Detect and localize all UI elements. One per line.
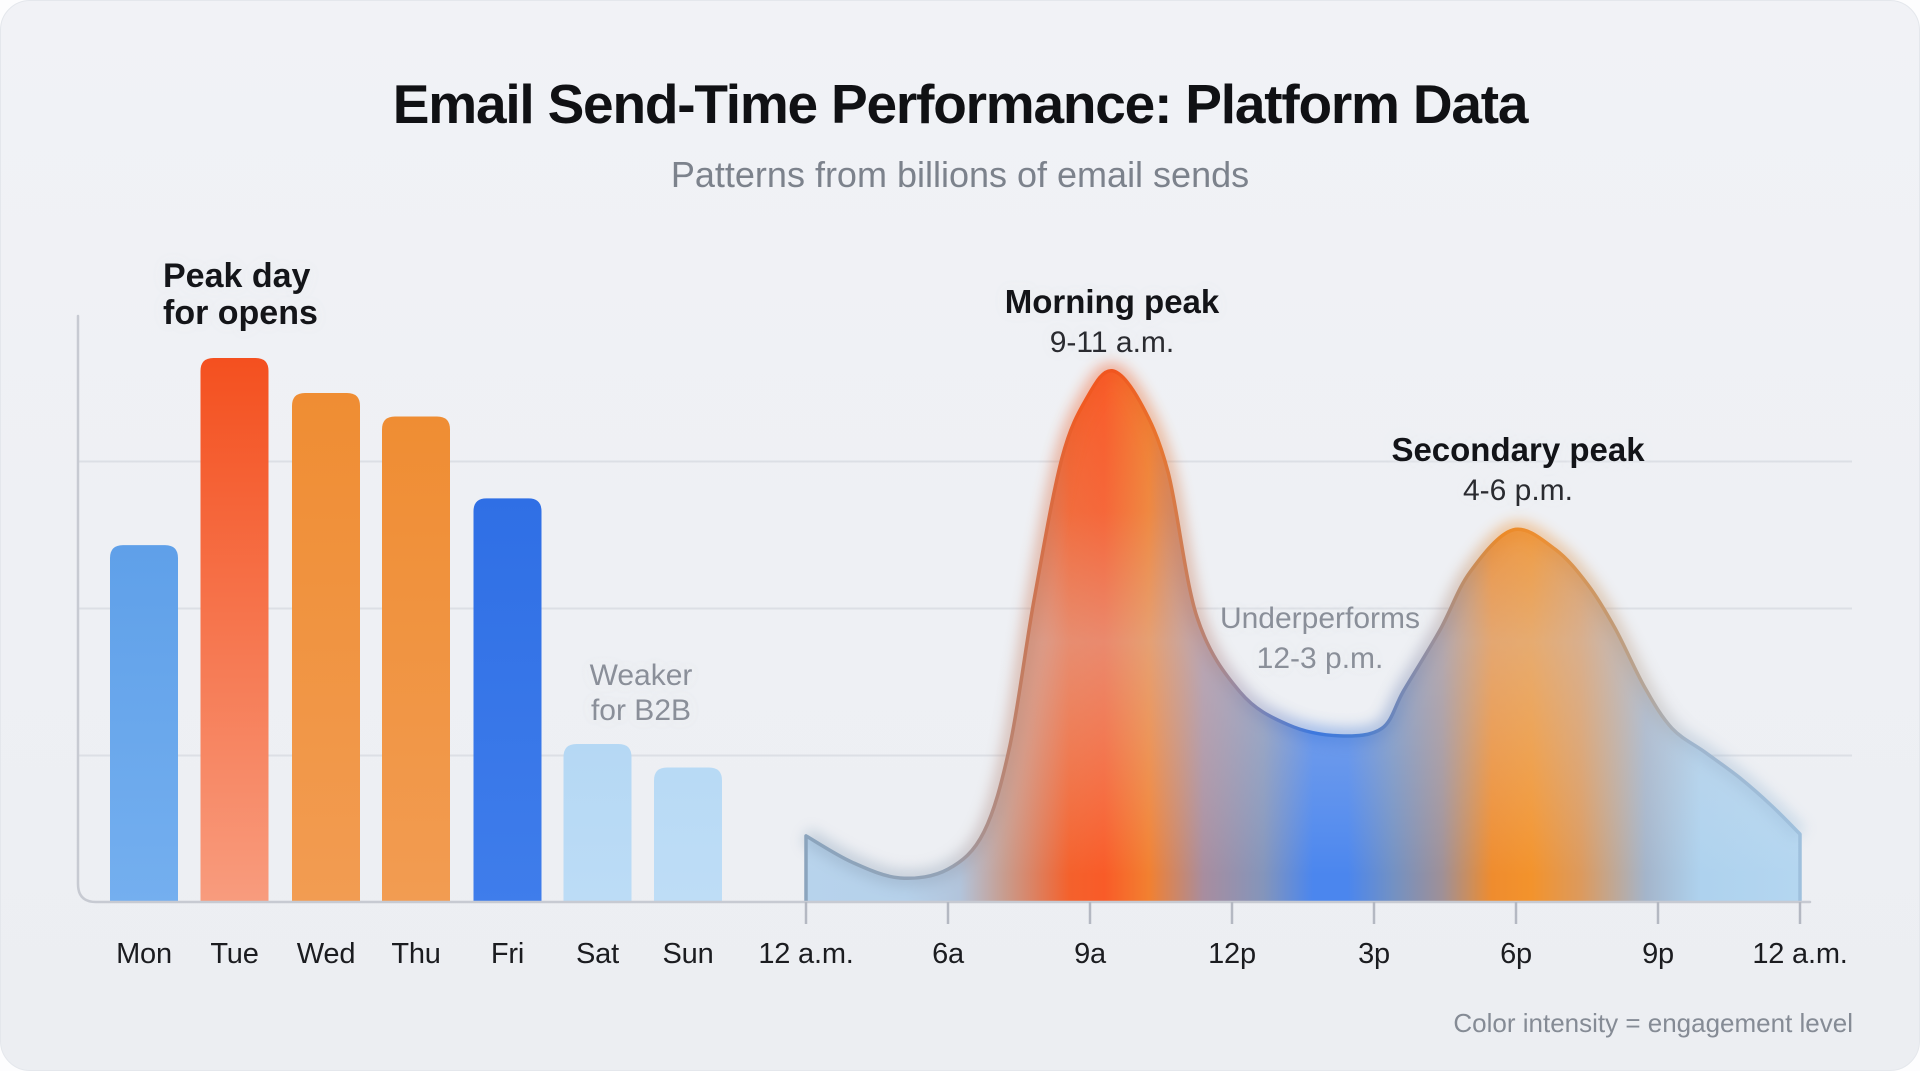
annotation-secondary-peak-title: Secondary peak	[1391, 431, 1645, 468]
day-label-tue: Tue	[210, 938, 259, 970]
annotation-secondary-peak-window: 4-6 p.m.	[1462, 474, 1574, 507]
annotation-morning-peak: Morning peak 9-11 a.m.	[1005, 281, 1220, 363]
day-label-sun: Sun	[662, 938, 714, 970]
time-axis-labels: 12 a.m. 6a 9a 12p 3p 6p 9p 12 a.m.	[0, 938, 1920, 974]
annotation-weaker-b2b: Weaker for B2B	[590, 658, 693, 728]
bar-wed	[292, 393, 360, 902]
time-label-1: 6a	[932, 938, 964, 970]
bar-mon	[110, 545, 178, 902]
time-label-0: 12 a.m.	[758, 938, 854, 970]
annotation-morning-peak-title: Morning peak	[1004, 283, 1220, 320]
area-curve-line	[804, 369, 1802, 902]
bar-fri	[473, 498, 542, 902]
bar-sat	[563, 744, 632, 902]
annotation-morning-peak-window: 9-11 a.m.	[1049, 326, 1175, 359]
day-axis-labels: Mon Tue Wed Thu Fri Sat Sun	[0, 938, 1920, 974]
chart-axes	[76, 314, 1812, 904]
annotation-weaker-b2b-line1: Weaker	[589, 659, 693, 692]
bar-sun	[654, 767, 722, 902]
annotation-peak-day-line1: Peak day	[163, 257, 311, 295]
bar-tue	[200, 357, 269, 902]
time-label-3: 12p	[1208, 938, 1256, 970]
bar-thu	[382, 416, 450, 902]
day-label-fri: Fri	[490, 938, 525, 970]
color-legend-note: Color intensity = engagement level	[1453, 1008, 1853, 1038]
time-label-7: 12 a.m.	[1752, 938, 1848, 970]
page-subtitle: Patterns from billions of email sends	[670, 154, 1250, 195]
time-label-5: 6p	[1500, 938, 1532, 970]
annotation-secondary-peak: Secondary peak 4-6 p.m.	[1391, 429, 1644, 511]
day-label-wed: Wed	[296, 938, 356, 970]
time-label-2: 9a	[1074, 938, 1106, 970]
time-label-4: 3p	[1358, 938, 1390, 970]
annotation-weaker-b2b-line2: for B2B	[590, 694, 692, 727]
annotation-peak-day: Peak day for opens	[163, 258, 318, 332]
day-label-sat: Sat	[576, 938, 619, 970]
annotation-peak-day-line2: for opens	[163, 294, 318, 332]
annotation-underperforms: Underperforms 12-3 p.m.	[1220, 599, 1420, 679]
time-label-6: 9p	[1642, 938, 1674, 970]
annotation-underperforms-window: 12-3 p.m.	[1256, 642, 1384, 675]
day-label-thu: Thu	[391, 938, 441, 970]
annotation-underperforms-title: Underperforms	[1219, 602, 1421, 635]
page-title: Email Send-Time Performance: Platform Da…	[392, 73, 1529, 135]
bar-series-days	[110, 357, 722, 902]
day-label-mon: Mon	[116, 938, 172, 970]
